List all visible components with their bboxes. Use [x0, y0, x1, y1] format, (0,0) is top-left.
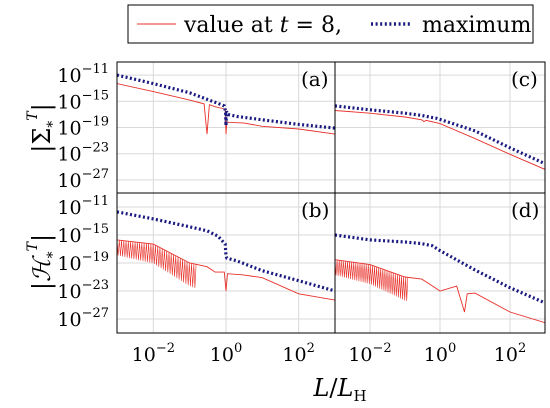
y-tick-label: 10−11: [57, 62, 109, 87]
y-tick-label: 10−11: [57, 194, 109, 219]
series-maximum: [335, 233, 545, 305]
panel-label: (c): [511, 67, 538, 91]
xlabel: L/LH: [312, 374, 366, 405]
panel-label: (b): [301, 198, 329, 222]
y-tick-label: 10−15: [57, 222, 109, 247]
x-tick-label: 102: [282, 341, 314, 366]
series-maximum: [117, 73, 335, 130]
ylabel-helicity: |ℋ*T|: [25, 234, 61, 290]
y-tick-label: 10−27: [57, 306, 109, 331]
series-value: [117, 239, 335, 301]
x-tick-label: 102: [494, 341, 526, 366]
panel-d: (d) 10−2 100 102: [334, 192, 546, 366]
y-tick-label: 10−27: [57, 167, 109, 192]
axes-frame: [334, 192, 546, 334]
y-tick-label: 10−15: [57, 88, 109, 113]
panel-label: (d): [511, 198, 539, 222]
series-maximum: [335, 104, 545, 166]
x-tick-label: 100: [424, 341, 456, 366]
ylabel-sigma: |Σ*T|: [25, 103, 61, 153]
series-value-oscillation: [117, 239, 197, 288]
x-tick-label: 100: [210, 341, 242, 366]
panel-label: (a): [301, 67, 329, 91]
y-tick-label: 10−23: [57, 141, 109, 166]
panel-b: (b) 10−11 10−15 10−19 10−23 10−27 10−2 100 102: [57, 192, 336, 366]
legend-maximum-label: maximum: [422, 13, 531, 38]
x-tick-label: 10−2: [132, 341, 175, 366]
y-tick-label: 10−23: [57, 278, 109, 303]
series-maximum: [117, 210, 335, 293]
series-value-oscillation: [335, 259, 409, 301]
series-value: [335, 110, 545, 170]
y-tick-label: 10−19: [57, 115, 109, 140]
panels: (a)10−1110−1510−1910−2310−27(b)10−1110−1…: [57, 61, 546, 366]
legend: value at t = 8, maximum: [127, 4, 534, 44]
legend-value-label: value at t = 8,: [183, 13, 342, 38]
legend-box: [127, 4, 534, 44]
x-tick-label: 10−2: [348, 341, 391, 366]
panel-c: (c): [334, 61, 546, 194]
y-tick-label: 10−19: [57, 250, 109, 275]
series-value: [335, 259, 545, 324]
